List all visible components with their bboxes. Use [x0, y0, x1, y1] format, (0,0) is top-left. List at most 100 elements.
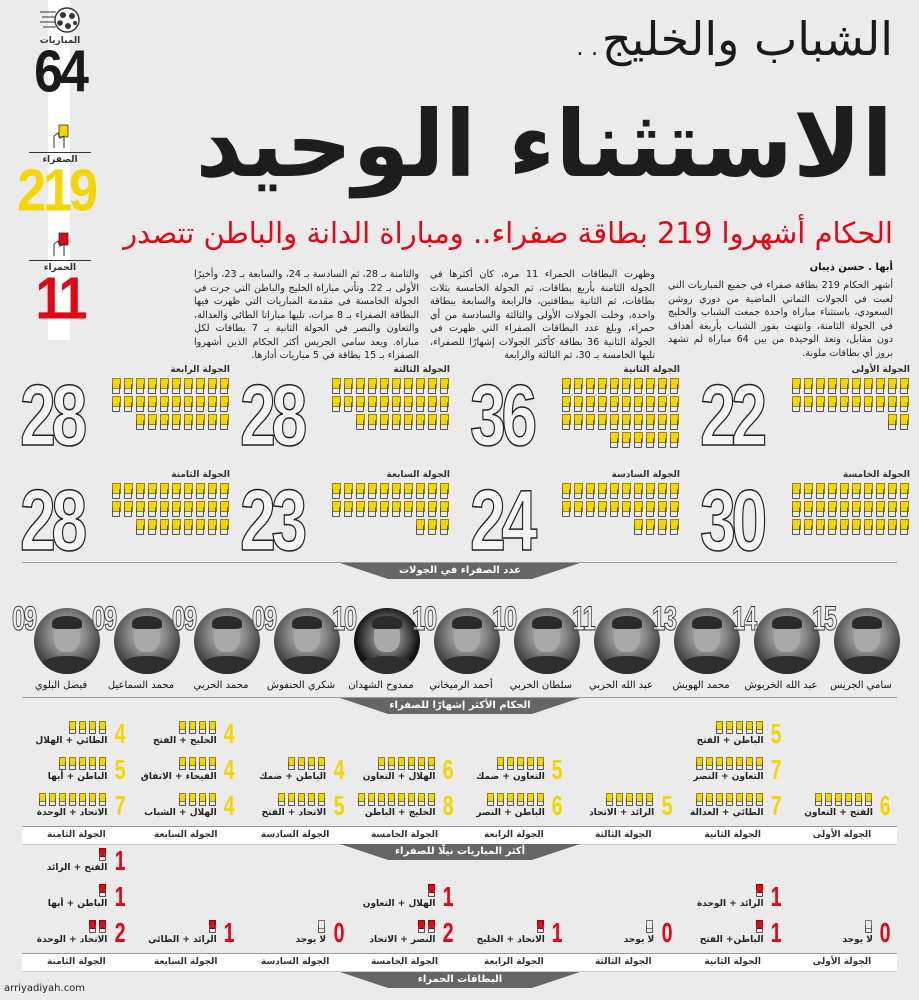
- article-col-1: أشهر الحكام 219 بطاقة صفراء في جميع المب…: [668, 280, 893, 359]
- yellow-card-icon: [159, 501, 170, 517]
- yellow-card-icon: [573, 483, 584, 499]
- yellow-card-icon: [397, 793, 406, 806]
- yellow-card-icons: [110, 378, 230, 430]
- yellow-card-icon: [78, 757, 87, 770]
- referee-name: شكري الحنفوش: [266, 680, 336, 691]
- referee-card: 14 عبد الله الخربوش: [732, 600, 820, 695]
- yellow-card-icon: [427, 483, 438, 499]
- referee-name: سلطان الحربي: [509, 680, 573, 691]
- referee-card-count: 14: [732, 600, 758, 639]
- yellow-card-icon: [705, 793, 714, 806]
- red-card-match: 0 لا يوجد: [234, 919, 345, 949]
- yellow-card-icon: [899, 378, 910, 394]
- yellow-card-icon: [645, 432, 656, 448]
- yellow-card-icon: [609, 414, 620, 430]
- card-icons: [755, 884, 764, 897]
- yellow-card-icon: [597, 378, 608, 394]
- yellow-card-icon: [863, 483, 874, 499]
- card-icons: [357, 793, 436, 806]
- yellow-card-icon: [657, 414, 668, 430]
- referee-card: 09 شكري الحنفوش: [252, 600, 340, 695]
- round-yellow-number: 28: [19, 368, 87, 464]
- yellow-card-icon: [111, 378, 122, 394]
- section-banner-yellow-by-round: عدد الصفراء في الجولات: [340, 563, 580, 579]
- match-card-count: 5: [551, 754, 563, 785]
- yellow-card-icon: [625, 793, 634, 806]
- yellow-card-icon: [791, 519, 802, 535]
- yellow-card-icon: [367, 396, 378, 412]
- yellow-card-icon: [68, 757, 77, 770]
- yellow-card-match: 4 الطائي + الهلال: [15, 720, 125, 750]
- watermark: arriyadiyah.com: [4, 983, 86, 994]
- matches-count: 64: [34, 38, 89, 106]
- match-card-count: 0: [880, 917, 891, 948]
- yellow-card-icon: [645, 414, 656, 430]
- red-card-icon: [755, 884, 764, 897]
- yellow-card-icon: [875, 378, 886, 394]
- match-card-count: 7: [114, 790, 126, 821]
- match-teams: الباطن+ الفتح: [699, 935, 764, 945]
- yellow-card-icon: [355, 483, 366, 499]
- yellow-card-icon: [331, 501, 342, 517]
- yellow-card-icon: [839, 501, 850, 517]
- yellow-card-icon: [573, 414, 584, 430]
- match-card-count: 7: [770, 754, 782, 785]
- round-yellow-count: الجولة السادسة 24: [469, 470, 680, 570]
- yellow-card-match: 4 الفيحاء + الاتفاق: [125, 756, 235, 786]
- yellow-card-icon: [827, 519, 838, 535]
- yellow-card-icon: [58, 793, 67, 806]
- yellow-card-icon: [803, 396, 814, 412]
- match-teams: الباطن + ضمك: [259, 772, 327, 782]
- yellow-card-icon: [123, 378, 134, 394]
- round-label: الجولة السادسة: [260, 957, 330, 967]
- match-teams: لا يوجد: [623, 935, 655, 945]
- yellow-card-icon: [183, 378, 194, 394]
- card-icons: [417, 920, 436, 933]
- yellow-card-icon: [839, 378, 850, 394]
- yellow-card-icon: [207, 501, 218, 517]
- yellow-card-icon: [287, 793, 296, 806]
- yellow-card-icon: [645, 501, 656, 517]
- yellow-card-icon: [899, 519, 910, 535]
- referee-name: سامي الجريس: [830, 680, 892, 691]
- referee-card: 11 عبد الله الحربي: [572, 600, 660, 695]
- yellow-card-icon: [178, 757, 187, 770]
- referee-card: 10 سلطان الحربي: [492, 600, 580, 695]
- match-card-count: 1: [114, 845, 126, 876]
- yellow-card-icon: [123, 396, 134, 412]
- yellow-card-icon: [135, 519, 146, 535]
- yellow-card-icon: [287, 757, 296, 770]
- red-card-match: 0 لا يوجد: [781, 919, 891, 949]
- yellow-card-icon: [379, 396, 390, 412]
- yellow-card-icon: [183, 501, 194, 517]
- yellow-card-icon: [367, 793, 376, 806]
- referee-name: ممدوح الشهدان: [348, 680, 414, 691]
- yellow-card-icon: [827, 396, 838, 412]
- yellow-card-icon: [899, 414, 910, 430]
- red-stat: الحمراء 11: [25, 232, 95, 329]
- yellow-card-icon: [178, 721, 187, 734]
- headline: الاستثناء الوحيد: [195, 91, 895, 198]
- yellow-card-icon: [864, 793, 873, 806]
- yellow-card-icon: [159, 396, 170, 412]
- yellow-card-icon: [899, 396, 910, 412]
- yellow-card-match: 6 الباطن + النصر: [453, 792, 563, 822]
- yellow-card-icon: [111, 483, 122, 499]
- round-label: الجولة الثالثة: [594, 830, 652, 840]
- yellow-card-icon: [814, 793, 823, 806]
- match-teams: الاتحاد + الوحدة: [36, 808, 108, 818]
- yellow-card-icon: [645, 396, 656, 412]
- yellow-card-icon: [863, 519, 874, 535]
- yellow-card-icon: [415, 519, 426, 535]
- yellow-card-icon: [887, 501, 898, 517]
- yellow-card-icon: [147, 378, 158, 394]
- yellow-card-icon: [355, 501, 366, 517]
- yellow-card-icon: [417, 757, 426, 770]
- match-card-count: 1: [114, 881, 126, 912]
- referee-card: 09 فيصل البلوي: [12, 600, 100, 695]
- red-card-hand-icon: [48, 232, 72, 258]
- referee-photo: [354, 608, 420, 674]
- yellow-card-icon: [403, 501, 414, 517]
- yellow-card-icon: [854, 793, 863, 806]
- yellow-card-match: 7 الطائي + العدالة: [672, 792, 782, 822]
